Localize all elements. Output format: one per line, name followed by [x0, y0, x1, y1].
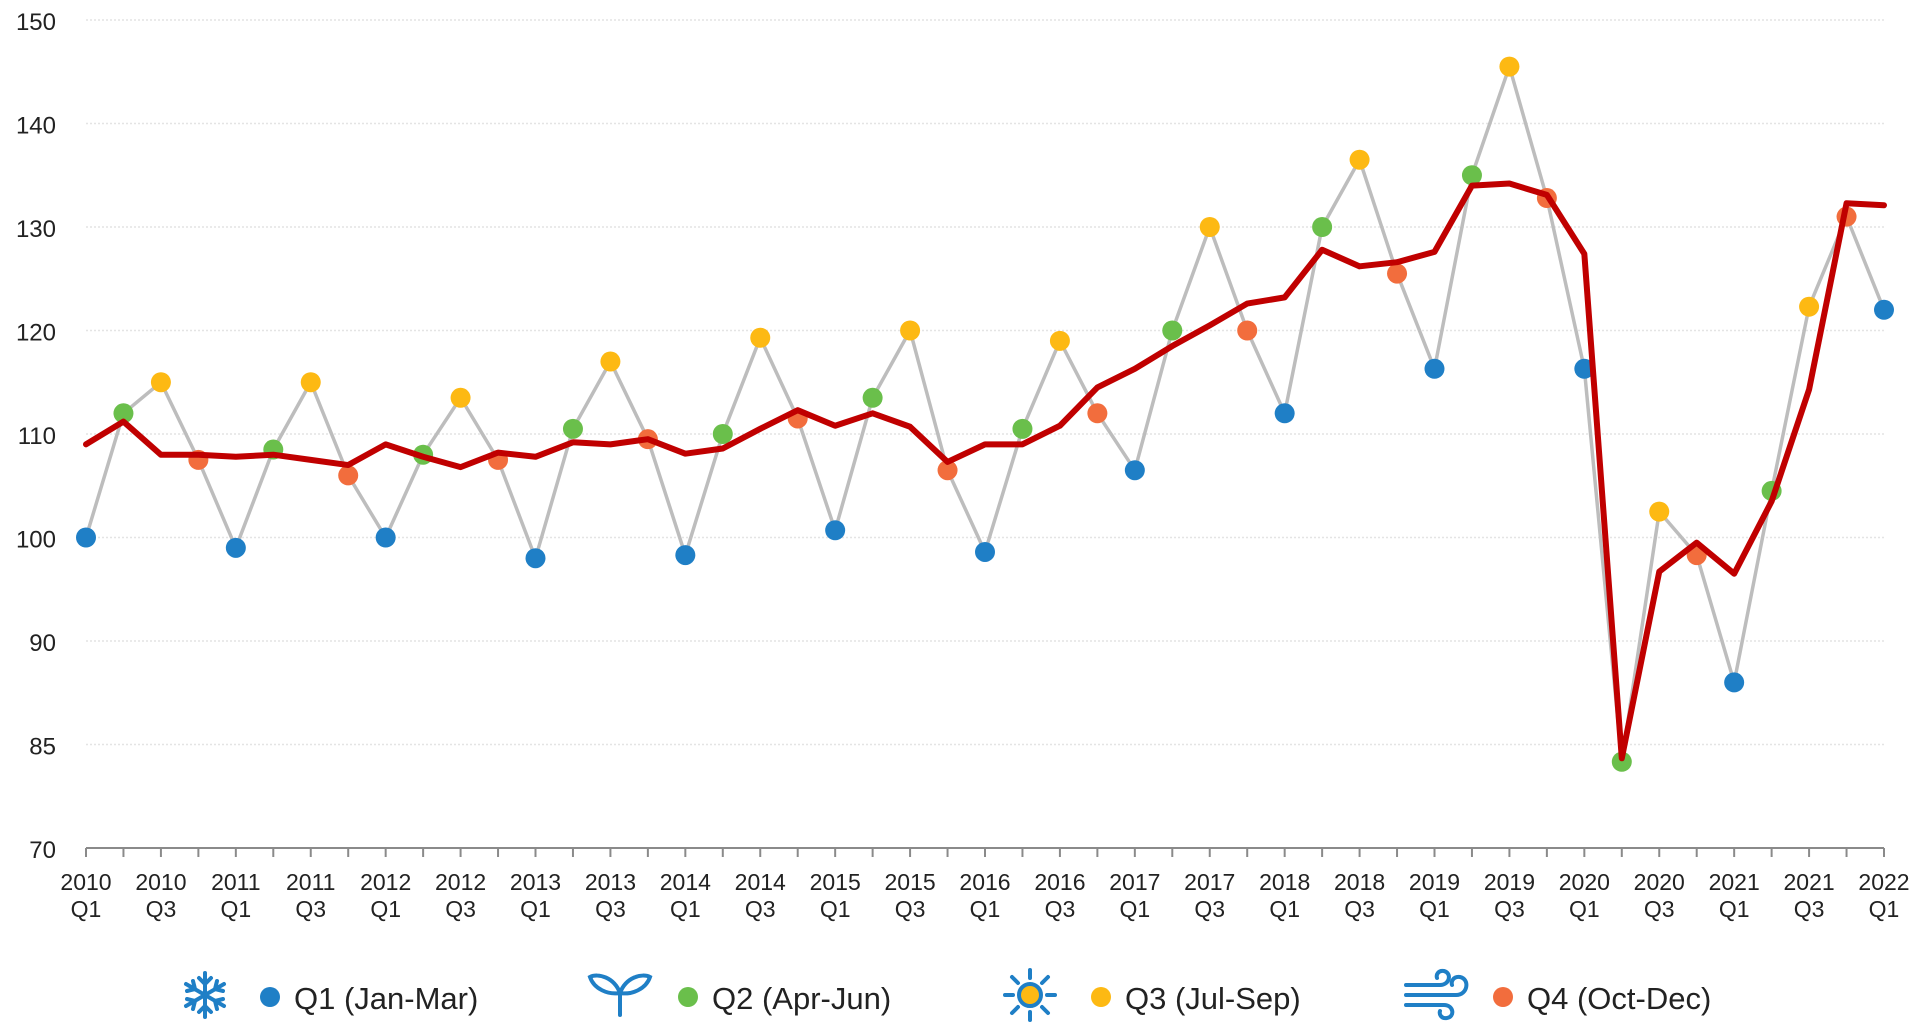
quarter-point-q2 — [113, 403, 134, 424]
quarter-point-q2 — [712, 424, 733, 444]
legend-label-q3: Q3 (Jul-Sep) — [1125, 981, 1301, 1016]
quarter-point-q2 — [562, 418, 583, 439]
quarter-point-q2 — [1012, 418, 1033, 439]
x-tick-label: 2011 Q1 — [211, 869, 260, 922]
quarter-point-q1 — [375, 527, 396, 548]
y-tick-label: 140 — [16, 113, 56, 140]
quarter-point-q1 — [1274, 403, 1295, 424]
y-tick-label: 120 — [16, 320, 56, 347]
quarter-point-q2 — [862, 387, 883, 408]
quarter-point-q3 — [450, 387, 471, 408]
quarter-point-q1 — [225, 537, 246, 558]
legend-dot-q3 — [1091, 987, 1111, 1007]
x-tick-label: 2022 Q1 — [1858, 869, 1909, 922]
legend-dot-q2 — [678, 987, 698, 1007]
x-tick-label: 2016 Q3 — [1034, 869, 1085, 922]
legend-label-q1: Q1 (Jan-Mar) — [294, 981, 478, 1016]
quarter-point-q3 — [600, 351, 621, 372]
quarter-point-q3 — [1799, 296, 1820, 317]
x-tick-label: 2013 Q1 — [510, 869, 561, 922]
quarter-point-q2 — [1461, 165, 1482, 186]
quarter-point-q3 — [1199, 217, 1220, 237]
quarter-point-q1 — [525, 548, 546, 569]
legend-label-q2: Q2 (Apr-Jun) — [712, 981, 891, 1016]
quarter-point-q1 — [76, 527, 96, 548]
plot-area — [76, 56, 1894, 772]
x-tick-label: 2014 Q1 — [660, 869, 711, 922]
y-tick-label: 100 — [16, 527, 56, 554]
x-tick-label: 2018 Q1 — [1259, 869, 1310, 922]
quarter-point-q3 — [900, 320, 921, 341]
x-tick-label: 2010 Q3 — [135, 869, 186, 922]
x-tick-label: 2021 Q1 — [1709, 869, 1760, 922]
x-tick-label: 2020 Q3 — [1634, 869, 1685, 922]
quarter-point-q3 — [150, 372, 171, 393]
legend-dot-q1 — [260, 987, 280, 1007]
y-tick-label: 70 — [29, 837, 56, 864]
quarter-point-q4 — [1237, 320, 1258, 341]
quarter-point-q3 — [1649, 501, 1670, 522]
snowflake-icon — [184, 971, 226, 1019]
legend-item-q1: Q1 (Jan-Mar) — [184, 971, 478, 1019]
legend-label-q4: Q4 (Oct-Dec) — [1527, 981, 1711, 1016]
sun-icon — [1003, 968, 1057, 1022]
y-axis: 70 85 90 100 110 120 130 140 150 — [16, 9, 56, 864]
legend: Q1 (Jan-Mar) Q2 (Apr-Jun) — [184, 968, 1711, 1022]
x-tick-label: 2012 Q1 — [360, 869, 411, 922]
quarter-point-q1 — [1124, 460, 1145, 481]
x-tick-label: 2016 Q1 — [959, 869, 1010, 922]
quarter-point-q4 — [1387, 263, 1408, 284]
x-tick-label: 2015 Q3 — [884, 869, 935, 922]
quarter-point-q1 — [1574, 358, 1595, 379]
quarter-point-q2 — [1611, 751, 1632, 772]
quarter-point-q2 — [1312, 217, 1333, 237]
quarter-point-q1 — [1424, 358, 1445, 379]
quarter-point-q1 — [975, 541, 995, 562]
quarter-point-q4 — [338, 465, 359, 486]
x-tick-label: 2018 Q3 — [1334, 869, 1385, 922]
quarter-point-q1 — [1874, 299, 1894, 320]
x-tick-label: 2013 Q3 — [585, 869, 636, 922]
quarter-point-q4 — [1087, 403, 1108, 424]
quarter-point-q3 — [300, 372, 321, 393]
sprout-icon — [587, 973, 653, 1017]
trend-series-line — [83, 180, 1887, 762]
quarter-point-q3 — [750, 327, 771, 348]
y-tick-label: 130 — [16, 216, 56, 243]
x-tick-label: 2017 Q1 — [1109, 869, 1160, 922]
x-tick-label: 2011 Q3 — [286, 869, 335, 922]
quarter-point-q3 — [1349, 149, 1370, 170]
y-tick-label: 90 — [29, 630, 56, 657]
x-axis: 2010 Q1 2010 Q3 2011 Q1 2011 Q3 2012 Q1 2012 Q3 2013… — [60, 847, 1910, 922]
x-tick-label: 2019 Q3 — [1484, 869, 1535, 922]
quarter-point-q3 — [1049, 330, 1070, 351]
quarter-point-q4 — [937, 460, 958, 481]
y-tick-label: 110 — [18, 423, 56, 450]
x-tick-label: 2021 Q3 — [1783, 869, 1834, 922]
x-tick-label: 2020 Q1 — [1559, 869, 1610, 922]
quarter-point-q1 — [1724, 672, 1745, 693]
y-tick-label: 150 — [16, 9, 56, 36]
quarter-point-q2 — [1162, 320, 1183, 341]
x-tick-label: 2012 Q3 — [435, 869, 486, 922]
wind-icon — [1404, 968, 1469, 1021]
y-tick-label: 85 — [29, 734, 56, 761]
x-tick-label: 2017 Q3 — [1184, 869, 1235, 922]
legend-item-q3: Q3 (Jul-Sep) — [1003, 968, 1301, 1022]
quarter-point-q1 — [825, 520, 846, 541]
legend-dot-q4 — [1493, 987, 1513, 1007]
quarter-point-q1 — [675, 545, 696, 566]
x-tick-label: 2014 Q3 — [735, 869, 786, 922]
x-tick-label: 2010 Q1 — [60, 869, 111, 922]
x-tick-label: 2015 Q1 — [810, 869, 861, 922]
legend-item-q4: Q4 (Oct-Dec) — [1404, 968, 1711, 1021]
quarter-point-q3 — [1499, 56, 1520, 77]
x-tick-label: 2019 Q1 — [1409, 869, 1460, 922]
legend-item-q2: Q2 (Apr-Jun) — [587, 973, 891, 1017]
